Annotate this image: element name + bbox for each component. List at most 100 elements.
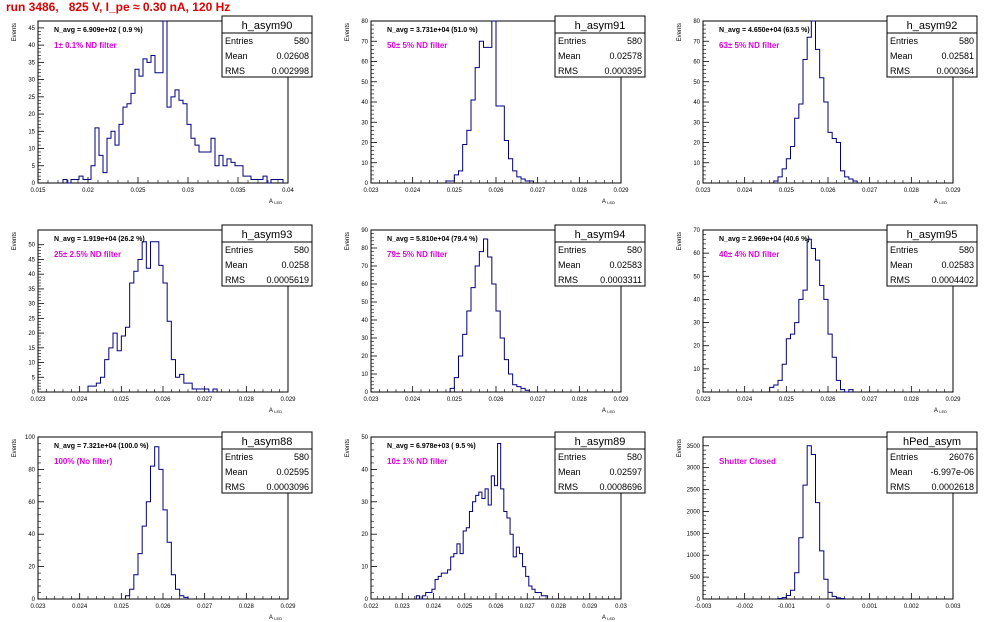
y-tick-label: 40 — [361, 467, 368, 473]
filter-label: 1± 0.1% ND filter — [54, 41, 117, 50]
y-tick-label: 45 — [28, 257, 35, 263]
y-tick-label: 20 — [28, 112, 35, 118]
y-tick-label: 80 — [693, 19, 700, 25]
y-tick-label: 45 — [28, 26, 35, 32]
x-tick-label: 0.027 — [197, 604, 213, 610]
stats-label: Mean — [225, 467, 248, 477]
stats-value: 0.000364 — [936, 66, 974, 76]
histogram-panel-h_asym91: 0 10 20 30 40 50 60 70 80 0.023 0.024 0.025 0.026 0.0… — [345, 15, 646, 205]
y-axis-label: Events — [345, 232, 351, 250]
navg-label: N_avg = 4.650e+04 (63.5 %) — [719, 27, 810, 34]
stats-label: Mean — [558, 260, 581, 270]
x-tick-label: 0.027 — [530, 397, 546, 403]
y-tick-label: 5 — [32, 375, 36, 381]
x-tick-label: 0.025 — [779, 397, 795, 403]
x-axis-label: A LED — [269, 408, 282, 414]
y-tick-label: 3000 — [687, 466, 701, 472]
filter-label: 79± 5% ND filter — [387, 250, 447, 259]
y-tick-label: 90 — [361, 228, 368, 234]
histogram-line — [773, 20, 858, 183]
x-tick-label: 0.029 — [613, 188, 629, 194]
y-tick-label: 10 — [693, 161, 700, 167]
y-tick-label: 40 — [693, 297, 700, 303]
y-tick-label: 20 — [361, 141, 368, 147]
stats-value: 580 — [959, 245, 974, 255]
stats-title: h_asym92 — [907, 20, 958, 32]
x-tick-label: 0.026 — [155, 604, 171, 610]
x-tick-label: 0.026 — [488, 397, 504, 403]
x-axis-label-sub: LED — [607, 409, 615, 414]
stats-label: Entries — [558, 245, 587, 255]
x-tick-label: 0.023 — [363, 188, 379, 194]
histogram-panel-hPed_asym: 0 500 1000 1500 2000 2500 3000 3500 -0.003 -0.002… — [677, 431, 978, 610]
x-tick-label: 0.023 — [30, 397, 46, 403]
x-tick-label: 0.027 — [520, 604, 536, 610]
x-axis-label: A LED — [934, 408, 947, 414]
x-tick-label: 0.023 — [363, 397, 379, 403]
x-axis-label-sub: LED — [939, 200, 947, 205]
stats-label: Entries — [890, 36, 919, 46]
x-tick-label: 0.027 — [197, 397, 213, 403]
stats-value: 580 — [627, 36, 642, 46]
x-tick-label: 0.023 — [395, 604, 411, 610]
x-tick-label: 0.026 — [488, 188, 504, 194]
x-tick-label: 0.024 — [737, 188, 753, 194]
filter-label: Shutter Closed — [719, 457, 776, 466]
histogram-line — [62, 20, 284, 184]
y-tick-label: 70 — [361, 39, 368, 45]
y-tick-label: 70 — [693, 39, 700, 45]
stats-box — [554, 224, 646, 287]
y-axis-label: Events — [345, 439, 351, 457]
y-axis-label: Events — [12, 439, 18, 457]
stats-title: h_asym91 — [575, 20, 626, 32]
x-tick-label: 0.028 — [904, 188, 920, 194]
y-tick-label: 30 — [361, 336, 368, 342]
stats-label: RMS — [890, 275, 910, 285]
stats-value: -6.997e-06 — [930, 467, 974, 477]
y-tick-label: 20 — [28, 565, 35, 571]
y-tick-label: 20 — [693, 344, 700, 350]
x-tick-label: 0.029 — [280, 604, 296, 610]
y-axis-label: Events — [677, 232, 683, 250]
y-tick-label: 10 — [693, 367, 700, 373]
x-axis-label-sub: LED — [607, 200, 615, 205]
y-tick-label: 10 — [28, 147, 35, 153]
histogram-panel-h_asym92: 0 10 20 30 40 50 60 70 80 0.023 0.024 0.025 0.026 0.0… — [677, 15, 978, 205]
histogram-line — [125, 446, 189, 599]
stats-label: Mean — [225, 260, 248, 270]
stats-label: Entries — [890, 245, 919, 255]
y-tick-label: 50 — [693, 274, 700, 280]
x-tick-label: 0.029 — [582, 604, 598, 610]
stats-label: Entries — [225, 245, 254, 255]
stats-box — [221, 15, 313, 78]
x-tick-label: 0.03 — [182, 188, 194, 194]
stats-value: 580 — [294, 452, 309, 462]
x-axis-label: A LED — [602, 615, 615, 621]
x-tick-label: 0.029 — [945, 188, 961, 194]
histogram-line — [769, 238, 854, 393]
x-axis-label: A LED — [602, 408, 615, 414]
y-tick-label: 50 — [28, 243, 35, 249]
x-tick-label: 0.026 — [820, 188, 836, 194]
x-axis-label-main: A — [269, 199, 274, 205]
y-tick-label: 35 — [28, 287, 35, 293]
stats-value: 0.02581 — [941, 51, 974, 61]
y-tick-label: 80 — [361, 19, 368, 25]
x-tick-label: 0.023 — [695, 188, 711, 194]
y-tick-label: 40 — [28, 272, 35, 278]
navg-label: N_avg = 6.909e+02 ( 0.9 %) — [54, 27, 143, 34]
x-tick-label: 0.027 — [862, 397, 878, 403]
x-tick-label: 0.028 — [239, 604, 255, 610]
y-axis-label: Events — [345, 23, 351, 41]
x-axis-label-main: A — [602, 199, 607, 205]
stats-value: 0.0258 — [281, 260, 309, 270]
x-axis-label-main: A — [934, 199, 939, 205]
y-tick-label: 0 — [32, 390, 36, 396]
x-tick-label: 0.03 — [615, 604, 627, 610]
stats-value: 26076 — [949, 452, 974, 462]
x-tick-label: 0.029 — [280, 397, 296, 403]
x-tick-label: 0.027 — [530, 188, 546, 194]
x-tick-label: 0.024 — [72, 604, 88, 610]
stats-label: RMS — [558, 482, 578, 492]
x-tick-label: 0.026 — [155, 397, 171, 403]
